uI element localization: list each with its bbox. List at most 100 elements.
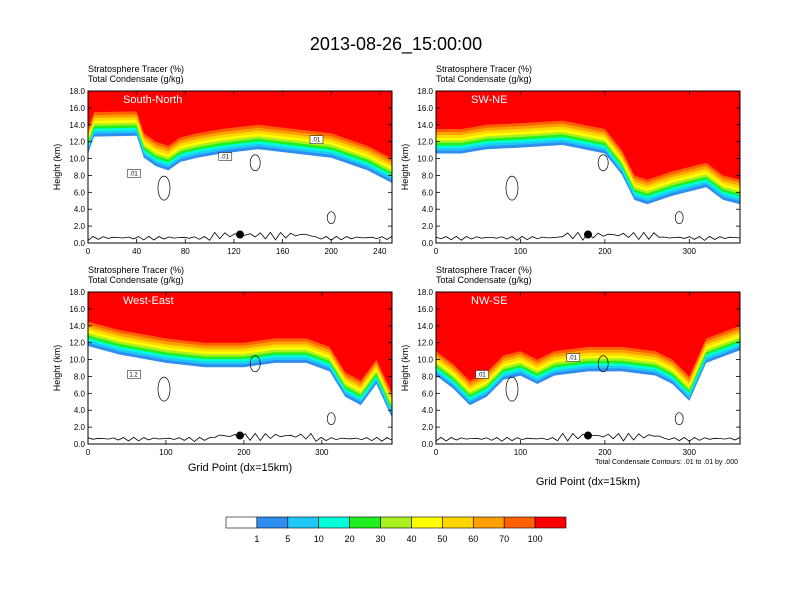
y-tick-label: 10.0 [69,356,85,365]
y-tick-label: 14.0 [69,322,85,331]
contour-label: 1.2 [129,372,138,378]
contour-label-box [475,370,489,379]
x-axis-label: Grid Point (dx=15km) [188,462,292,474]
x-tick-label: 120 [227,247,241,256]
colorbar-label: 50 [437,534,447,544]
x-tick-label: 160 [276,247,290,256]
panel-title-line-2: Total Condensate (g/kg) [436,275,532,285]
y-tick-label: 18.0 [417,87,433,96]
condensate-contour [674,412,684,426]
colorbar-swatch [472,516,505,529]
x-tick-label: 300 [683,247,697,256]
y-tick-label: 14.0 [69,121,85,130]
condensate-contour [157,376,171,402]
y-tick-label: 18.0 [69,288,85,297]
y-tick-label: 10.0 [417,356,433,365]
y-tick-label: 0.0 [422,239,434,248]
y-tick-label: 14.0 [417,121,433,130]
x-tick-label: 100 [514,448,528,457]
panel-south-north: Stratosphere Tracer (%)Total Condensate … [52,64,393,256]
colorbar-swatch [318,516,350,529]
colorbar-swatch [534,516,567,529]
contour-label: .01 [312,138,321,144]
x-axis-label: Grid Point (dx=15km) [536,476,640,488]
colorbar-label: 60 [468,534,478,544]
y-tick-label: 8.0 [422,372,434,381]
y-tick-label: 16.0 [69,104,85,113]
y-tick-label: 12.0 [69,339,85,348]
y-axis-label: Height (km) [52,345,62,392]
colorbar-label: 100 [528,534,543,544]
y-tick-label: 2.0 [422,423,434,432]
x-tick-label: 200 [598,247,612,256]
y-tick-label: 6.0 [74,188,86,197]
condensate-contour [505,175,519,201]
condensate-contour [597,154,609,172]
condensate-contour [249,154,261,172]
y-tick-label: 0.0 [422,440,434,449]
colorbar-swatch [287,516,320,529]
colorbar-swatch [256,516,289,529]
x-tick-label: 0 [434,247,439,256]
y-axis-label: Height (km) [400,144,410,191]
condensate-contour [157,175,171,201]
panel-label: SW-NE [471,94,507,106]
plot-area: SW-NE [436,91,740,243]
y-tick-label: 4.0 [422,406,434,415]
figure-title: 2013-08-26_15:00:00 [310,34,482,55]
panel-label: South-North [123,94,182,106]
x-tick-label: 100 [514,247,528,256]
location-marker [236,230,244,239]
y-tick-label: 6.0 [422,389,434,398]
plot-area: 1.2 West-East [88,292,392,444]
panel-label: NW-SE [471,295,507,307]
panel-title-line-1: Stratosphere Tracer (%) [436,64,532,74]
panel-title-line-2: Total Condensate (g/kg) [88,74,184,84]
y-tick-label: 12.0 [417,138,433,147]
y-tick-label: 10.0 [417,155,433,164]
plot-frame [435,291,741,445]
colorbar-swatch [225,516,258,529]
y-tick-label: 0.0 [74,440,86,449]
y-tick-label: 16.0 [69,305,85,314]
y-tick-label: 16.0 [417,104,433,113]
y-tick-label: 2.0 [74,222,86,231]
condensate-contour [505,376,519,402]
x-tick-label: 100 [159,448,173,457]
condensate-contour [249,355,261,373]
y-tick-label: 2.0 [74,423,86,432]
plot-frame [87,90,393,244]
panel-title-line-2: Total Condensate (g/kg) [436,74,532,84]
condensate-contour [674,211,684,225]
plot-area: .01 .01 .01 South-North [88,91,392,243]
x-tick-label: 300 [315,448,329,457]
contour-label-box [566,353,581,362]
y-tick-label: 16.0 [417,305,433,314]
x-tick-label: 0 [86,247,91,256]
plot-area: .01 .01 NW-SE [436,292,740,444]
x-tick-label: 0 [434,448,439,457]
y-tick-label: 4.0 [422,205,434,214]
tracer-band-core [436,292,740,371]
plot-frame [87,291,393,445]
colorbar-label: 70 [499,534,509,544]
contour-label-box [309,135,324,144]
panel-title-line-1: Stratosphere Tracer (%) [88,64,184,74]
colorbar-label: 40 [406,534,416,544]
location-marker [584,230,592,239]
contour-label: .01 [221,155,230,161]
y-tick-label: 6.0 [74,389,86,398]
y-axis-label: Height (km) [52,144,62,191]
y-tick-label: 4.0 [74,406,86,415]
plot-frame [435,90,741,244]
condensate-contour [597,355,609,373]
x-tick-label: 200 [325,247,339,256]
y-tick-label: 0.0 [74,239,86,248]
y-tick-label: 12.0 [417,339,433,348]
contour-label-box [127,169,141,178]
colorbar-label: 20 [345,534,355,544]
tracer-band-core [88,292,392,384]
contour-label: .01 [477,372,486,378]
colorbar-swatch [411,516,443,529]
